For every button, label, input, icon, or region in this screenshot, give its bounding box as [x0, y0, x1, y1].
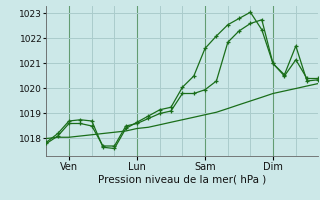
X-axis label: Pression niveau de la mer( hPa ): Pression niveau de la mer( hPa ): [98, 174, 267, 184]
